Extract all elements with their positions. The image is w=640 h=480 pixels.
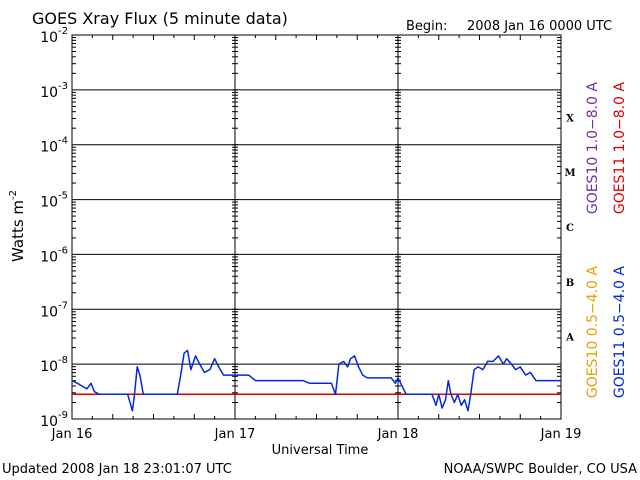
y-tick-exponent: -6 xyxy=(58,245,68,256)
y-tick-base: 10 xyxy=(40,195,58,211)
y-tick-label: 10-6 xyxy=(40,245,68,265)
updated-timestamp: Updated 2008 Jan 18 23:01:07 UTC xyxy=(2,462,232,477)
y-tick-base: 10 xyxy=(40,249,58,265)
legend-entry: GOES10 1.0−8.0 A xyxy=(585,82,601,215)
y-tick-label: 10-2 xyxy=(40,26,68,46)
legend-entry: GOES10 0.5−4.0 A xyxy=(585,266,601,399)
y-tick-labels: 10-210-310-410-510-610-710-810-9 xyxy=(40,26,68,430)
series-lines xyxy=(71,349,561,412)
legend-entry: GOES11 0.5−4.0 A xyxy=(612,266,628,399)
y-tick-label: 10-9 xyxy=(40,410,68,430)
y-tick-base: 10 xyxy=(40,140,58,156)
x-axis-title: Universal Time xyxy=(272,443,369,458)
y-tick-base: 10 xyxy=(40,414,58,430)
y-tick-base: 10 xyxy=(40,304,58,320)
x-tick-label: Jan 16 xyxy=(51,427,93,442)
y-tick-base: 10 xyxy=(40,30,58,46)
y-tick-label: 10-4 xyxy=(40,136,68,156)
y-tick-label: 10-7 xyxy=(40,300,68,320)
y-tick-exponent: -9 xyxy=(58,410,68,421)
y-tick-exponent: -3 xyxy=(58,81,68,92)
y-tick-exponent: -5 xyxy=(58,191,68,202)
y-tick-label: 10-5 xyxy=(40,191,68,211)
y-tick-exponent: -4 xyxy=(58,136,68,147)
flare-class-label: C xyxy=(566,223,574,234)
begin-label: Begin: xyxy=(406,19,447,34)
y-axis-title-text: Watts m xyxy=(9,200,27,262)
day-divider-lines xyxy=(71,35,562,420)
flare-class-label: X xyxy=(566,113,574,124)
flare-class-labels: X M C B A xyxy=(564,113,575,343)
legend: GOES10 1.0−8.0 A GOES11 1.0−8.0 A GOES10 0… xyxy=(585,82,628,399)
y-tick-base: 10 xyxy=(40,359,58,375)
y-tick-exponent: -2 xyxy=(58,26,68,37)
begin-value: 2008 Jan 16 0000 UTC xyxy=(467,19,612,34)
flare-class-label: A xyxy=(565,333,574,344)
y-tick-exponent: -8 xyxy=(58,355,68,366)
y-tick-label: 10-3 xyxy=(40,81,68,101)
y-tick-label: 10-8 xyxy=(40,355,68,375)
y-axis-title: Watts m-2 xyxy=(8,190,27,262)
chart-title: GOES Xray Flux (5 minute data) xyxy=(32,9,288,28)
noaa-credit: NOAA/SWPC Boulder, CO USA xyxy=(444,462,637,477)
y-axis-title-sup: -2 xyxy=(8,190,19,200)
x-tick-label: Jan 18 xyxy=(377,427,419,442)
y-tick-base: 10 xyxy=(40,85,58,101)
x-tick-label: Jan 19 xyxy=(540,427,582,442)
legend-entry: GOES11 1.0−8.0 A xyxy=(612,82,628,215)
series-line xyxy=(71,349,561,412)
x-tick-label: Jan 17 xyxy=(214,427,256,442)
flare-class-label: B xyxy=(566,278,574,289)
y-tick-exponent: -7 xyxy=(58,300,68,311)
flare-class-label: M xyxy=(564,168,575,179)
decade-gridlines xyxy=(72,37,561,403)
x-tick-labels: Jan 16 Jan 17 Jan 18 Jan 19 xyxy=(51,427,582,442)
